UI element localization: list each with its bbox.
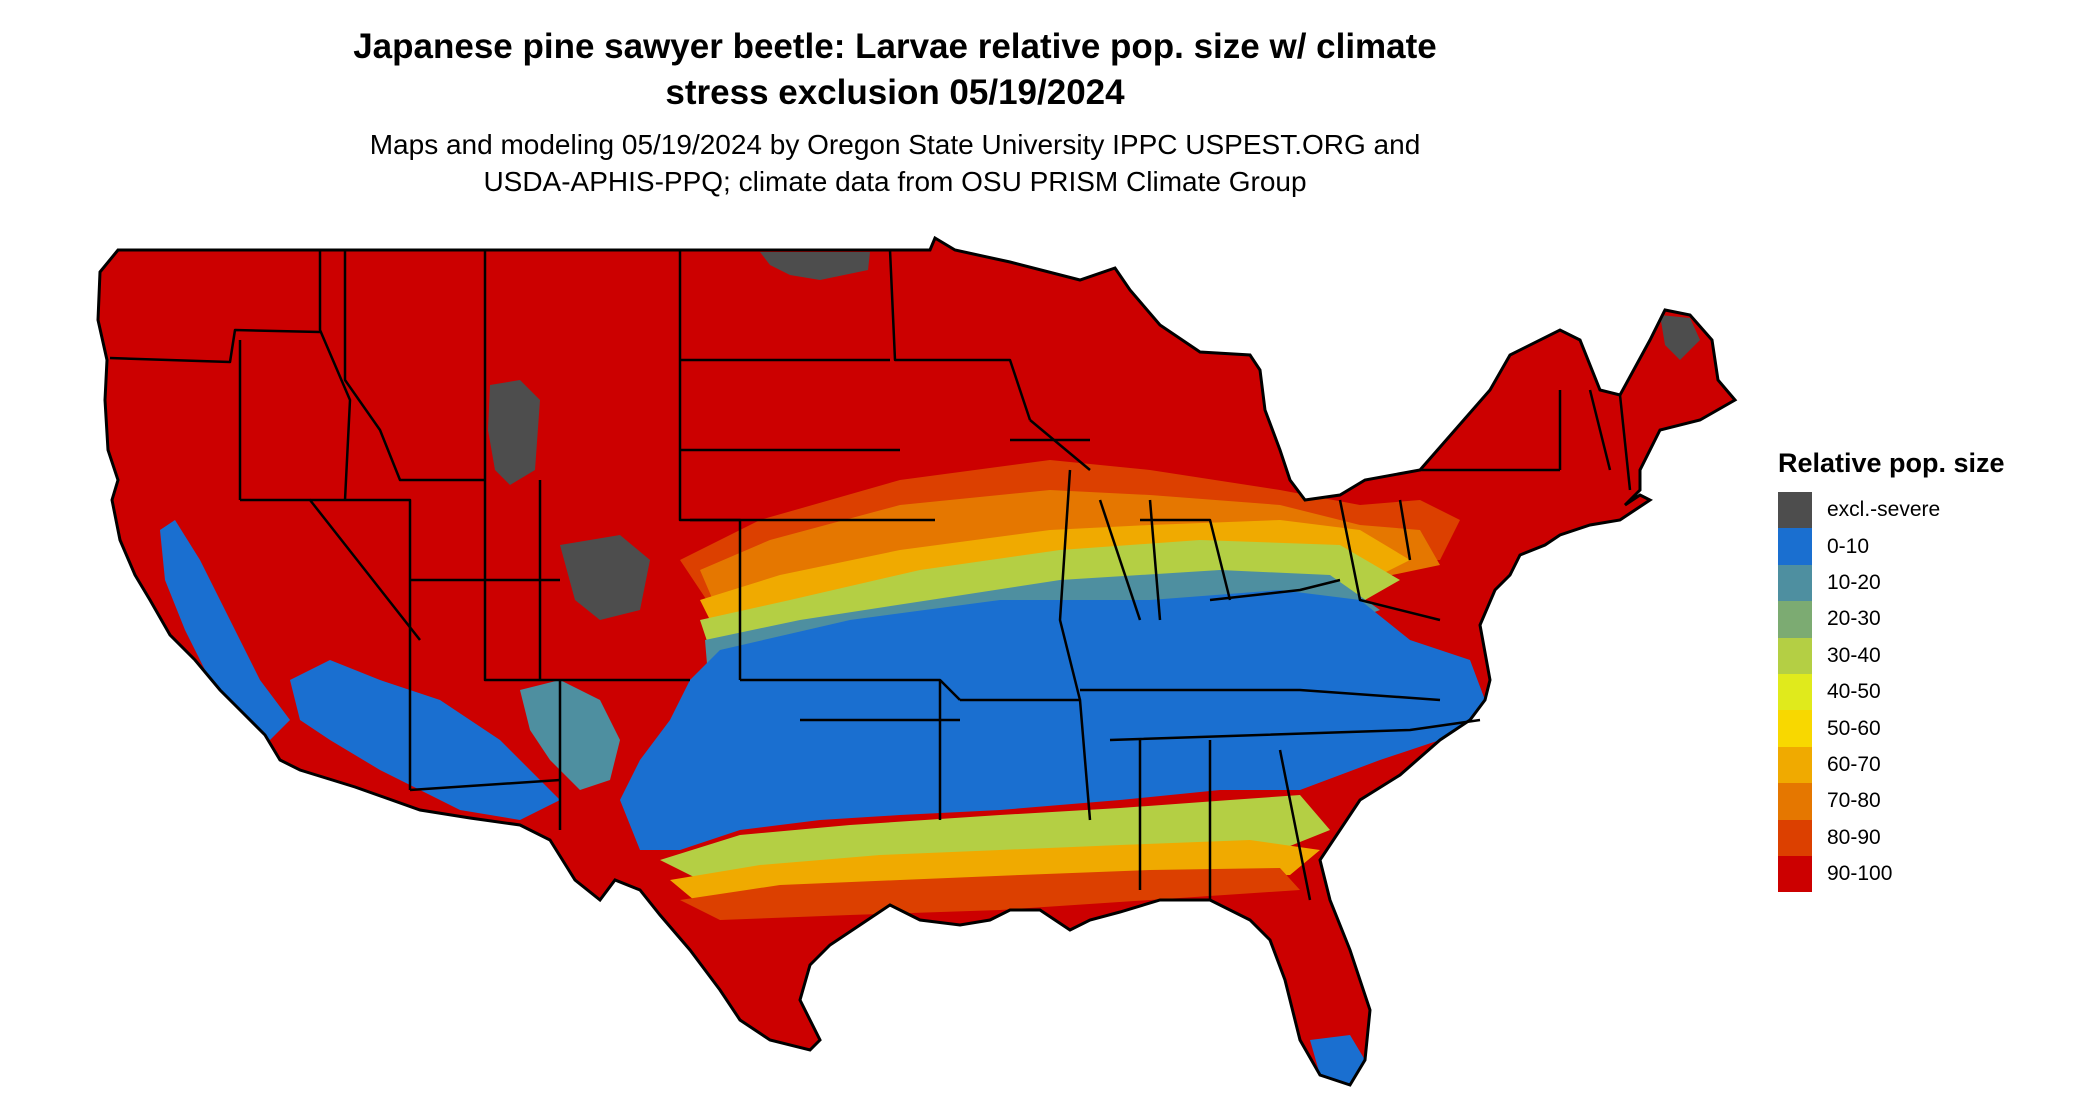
legend-swatch: [1778, 564, 1812, 602]
legend-label: 30-40: [1827, 643, 1881, 667]
legend-item: 80-90: [1778, 819, 2005, 856]
title-line-1: Japanese pine sawyer beetle: Larvae rela…: [353, 27, 1437, 66]
legend-item: 20-30: [1778, 601, 2005, 638]
legend-swatch: [1778, 673, 1812, 711]
legend-swatch: [1778, 492, 1812, 529]
legend-label: 40-50: [1827, 680, 1881, 704]
legend-label: 0-10: [1827, 534, 1870, 558]
subtitle-line-2: USDA-APHIS-PPQ; climate data from OSU PR…: [483, 166, 1307, 197]
legend-label: 50-60: [1827, 716, 1881, 740]
legend-item: 70-80: [1778, 783, 2005, 820]
legend-title: Relative pop. size: [1778, 448, 2005, 478]
legend-label: 20-30: [1827, 607, 1881, 631]
legend-swatch: [1778, 528, 1812, 565]
risk-raster: [98, 238, 1735, 1085]
legend-item: 30-40: [1778, 637, 2005, 674]
legend-swatch: [1778, 601, 1812, 638]
map-title: Japanese pine sawyer beetle: Larvae rela…: [0, 24, 1790, 116]
legend-item: 90-100: [1778, 855, 2005, 893]
legend-swatch: [1778, 855, 1812, 893]
legend-label: 90-100: [1827, 862, 1893, 886]
title-line-2: stress exclusion 05/19/2024: [665, 73, 1125, 112]
legend-items: excl.-severe 0-10 10-20 20-30 30-40 40-50 50-6…: [1778, 492, 2005, 893]
legend-label: 10-20: [1827, 570, 1881, 594]
legend-label: excl.-severe: [1827, 498, 1941, 522]
legend-swatch: [1778, 710, 1812, 747]
legend-item: excl.-severe: [1778, 492, 2005, 529]
legend-item: 40-50: [1778, 673, 2005, 711]
legend-item: 50-60: [1778, 710, 2005, 747]
legend-item: 10-20: [1778, 564, 2005, 602]
legend-swatch: [1778, 819, 1812, 856]
legend-label: 60-70: [1827, 752, 1881, 776]
legend-item: 0-10: [1778, 528, 2005, 565]
legend-swatch: [1778, 637, 1812, 674]
legend: Relative pop. size excl.-severe 0-10 10-20…: [1778, 446, 2005, 893]
legend-label: 70-80: [1827, 789, 1881, 813]
subtitle-line-1: Maps and modeling 05/19/2024 by Oregon S…: [369, 129, 1421, 160]
us-map: [96, 236, 1737, 1087]
legend-item: 60-70: [1778, 746, 2005, 784]
state-boundaries: [109, 249, 1632, 901]
map-subtitle: Maps and modeling 05/19/2024 by Oregon S…: [0, 126, 1790, 200]
legend-swatch: [1778, 783, 1812, 820]
legend-label: 80-90: [1827, 825, 1881, 849]
legend-swatch: [1778, 746, 1812, 784]
